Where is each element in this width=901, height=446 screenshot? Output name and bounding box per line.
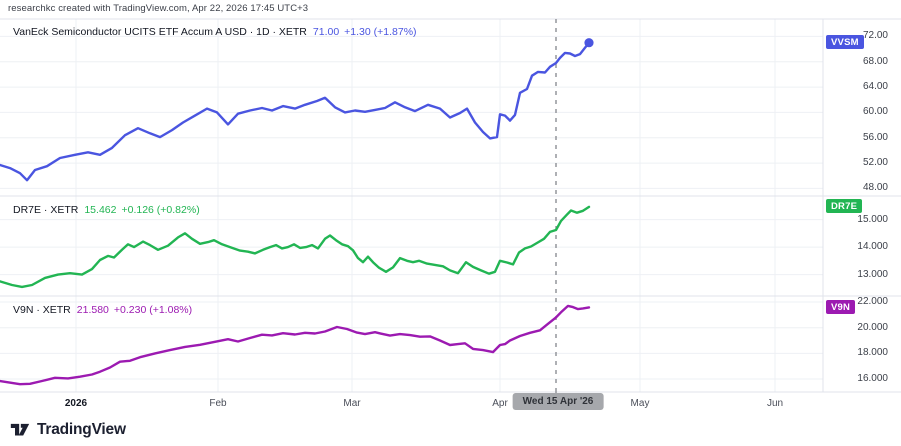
- price-tick-label-vvsm: 52.00: [862, 157, 888, 168]
- price-tick-label-vvsm: 68.00: [862, 56, 888, 67]
- time-axis-label-jun: Jun: [766, 398, 784, 409]
- legend-last-price: 71.00: [312, 26, 340, 38]
- tradingview-logo[interactable]: TradingView: [10, 421, 126, 439]
- attribution-text: researchkc created with TradingView.com,…: [8, 3, 309, 14]
- price-tick-label-vvsm: 60.00: [862, 106, 888, 117]
- legend-last-price: 21.580: [76, 304, 109, 316]
- time-axis-label-feb: Feb: [209, 398, 227, 409]
- symbol-badge-vvsm: VVSM: [826, 35, 864, 49]
- legend-last-price: 15.462: [84, 204, 117, 216]
- price-tick-label-v9n: 16.000: [857, 373, 888, 384]
- price-tick-label-vvsm: 48.00: [862, 182, 888, 193]
- series-line-vvsm: [0, 41, 591, 182]
- legend-title: DR7E · XETR: [13, 204, 79, 216]
- legend-change: +0.126 (+0.82%): [121, 204, 200, 216]
- price-tick-label-v9n: 22.000: [857, 296, 888, 307]
- price-tick-label-dr7e: 13.000: [857, 269, 888, 280]
- tradingview-logo-icon: [10, 423, 30, 435]
- price-tick-label-vvsm: 72.00: [862, 30, 888, 41]
- crosshair-date-badge: Wed 15 Apr '26: [512, 393, 604, 410]
- price-tick-label-dr7e: 14.000: [857, 241, 888, 252]
- pane-legend-v9n[interactable]: V9N · XETR 21.580 +0.230 (+1.08%): [13, 304, 192, 316]
- price-tick-label-v9n: 18.000: [857, 347, 888, 358]
- price-tick-label-dr7e: 15.000: [857, 214, 888, 225]
- legend-title: V9N · XETR: [13, 304, 71, 316]
- legend-title: VanEck Semiconductor UCITS ETF Accum A U…: [13, 26, 307, 38]
- legend-change: +0.230 (+1.08%): [113, 304, 193, 316]
- price-tick-label-vvsm: 64.00: [862, 81, 888, 92]
- pane-legend-vvsm[interactable]: VanEck Semiconductor UCITS ETF Accum A U…: [13, 26, 417, 38]
- symbol-badge-dr7e: DR7E: [826, 199, 863, 213]
- price-tick-label-vvsm: 56.00: [862, 132, 888, 143]
- tradingview-logo-text: TradingView: [37, 421, 126, 438]
- price-tick-label-v9n: 20.000: [857, 322, 888, 333]
- pane-legend-dr7e[interactable]: DR7E · XETR 15.462 +0.126 (+0.82%): [13, 204, 200, 216]
- legend-change: +1.30 (+1.87%): [344, 26, 417, 38]
- time-axis-label-apr: Apr: [492, 398, 508, 409]
- time-axis-label-mar: Mar: [343, 398, 361, 409]
- time-axis-label-2026: 2026: [64, 398, 88, 409]
- series-line-v9n: [0, 304, 591, 386]
- symbol-badge-v9n: V9N: [826, 300, 856, 314]
- series-line-dr7e: [0, 205, 591, 289]
- series-end-dot-vvsm: [584, 38, 594, 48]
- time-axis-label-may: May: [630, 398, 650, 409]
